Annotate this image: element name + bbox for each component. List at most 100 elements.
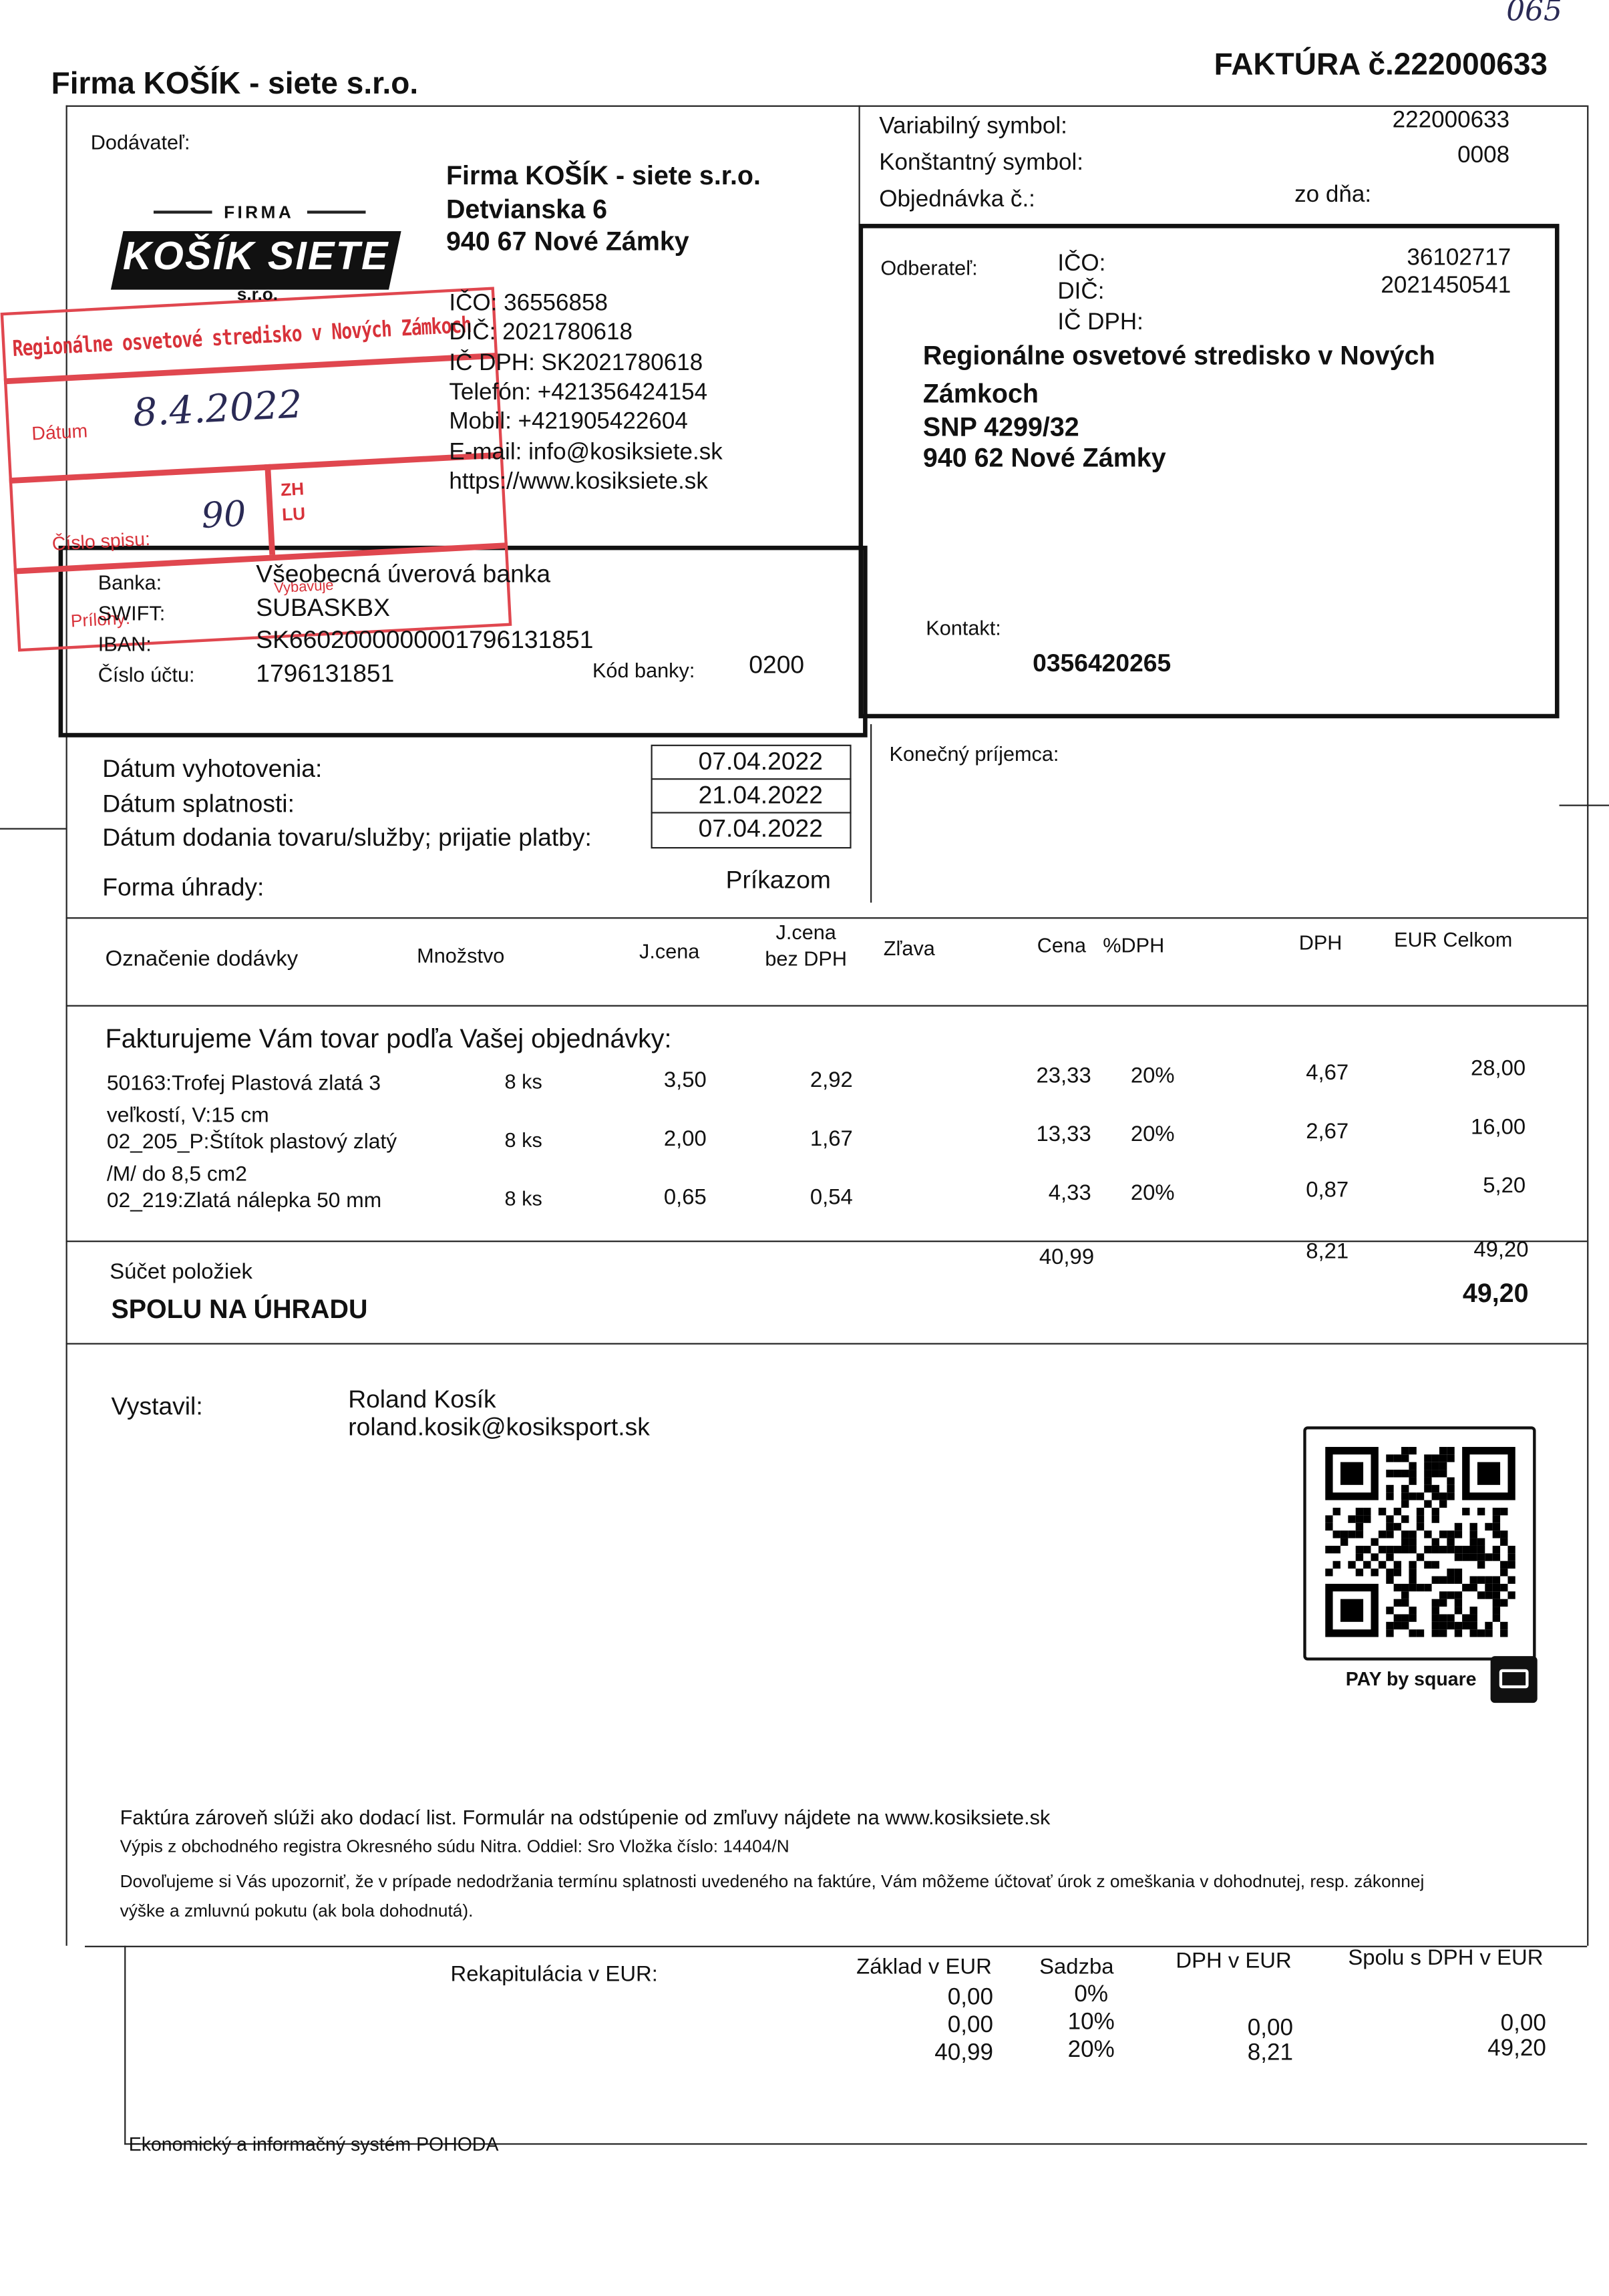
- qr-module: [1492, 1583, 1501, 1592]
- qr-module: [1492, 1553, 1501, 1561]
- qr-module: [1424, 1561, 1432, 1569]
- qr-module: [1393, 1470, 1402, 1478]
- qr-module: [1401, 1599, 1409, 1607]
- qr-module: [1462, 1508, 1470, 1516]
- qr-module: [1500, 1508, 1508, 1516]
- recap-rows-vat: 0,00: [1247, 2015, 1293, 2040]
- supplier-logo: KOŠÍK SIETE: [122, 234, 389, 279]
- items-rows-unit-price: 0,65: [663, 1184, 707, 1210]
- qr-module: [1363, 1508, 1371, 1516]
- qr-module: [1378, 1561, 1387, 1569]
- items-rows-base: 4,33: [1048, 1180, 1091, 1206]
- qr-module: [1447, 1614, 1455, 1622]
- qr-module: [1469, 1522, 1477, 1531]
- rule: [1559, 804, 1609, 806]
- qr-module: [1462, 1553, 1470, 1561]
- customer-ico: 36102717: [1407, 245, 1511, 271]
- symbols-rows-value: 0008: [1457, 143, 1510, 168]
- qr-module: [1431, 1515, 1439, 1523]
- qr-module: [1424, 1530, 1432, 1538]
- qr-module: [1355, 1522, 1364, 1531]
- rule: [65, 1343, 1588, 1345]
- qr-module: [1500, 1583, 1508, 1592]
- qr-module: [1439, 1446, 1447, 1455]
- qr-module: [1492, 1576, 1501, 1584]
- qr-module: [1401, 1515, 1409, 1523]
- stamp-codes: ZH: [280, 478, 305, 500]
- rule: [651, 778, 852, 780]
- dates-rows-value: 07.04.2022: [698, 748, 823, 776]
- qr-module: [1409, 1569, 1417, 1577]
- dates-rows-label: Dátum dodania tovaru/služby; prijatie pl…: [102, 823, 592, 852]
- items-rows-name: 02_219:Zlatá nálepka 50 mm: [106, 1189, 382, 1213]
- qr-module: [1332, 1508, 1340, 1516]
- customer-name: Zámkoch: [922, 379, 1039, 409]
- qr-module: [1477, 1538, 1485, 1546]
- qr-module: [1401, 1614, 1409, 1622]
- items-rows-quantity: 8 ks: [504, 1069, 542, 1093]
- qr-module: [1386, 1522, 1394, 1531]
- qr-module: [1454, 1607, 1463, 1615]
- qr-module: [1431, 1599, 1439, 1607]
- qr-module: [1439, 1629, 1447, 1637]
- bank-code: 0200: [749, 651, 805, 679]
- qr-module: [1409, 1462, 1417, 1470]
- qr-module: [1431, 1492, 1439, 1500]
- recap-rows-base: 0,00: [947, 1985, 994, 2011]
- qr-module: [1363, 1515, 1371, 1523]
- qr-module: [1409, 1614, 1417, 1622]
- qr-module: [1386, 1470, 1394, 1478]
- qr-module: [1431, 1538, 1439, 1546]
- qr-code: [1325, 1446, 1515, 1637]
- supplier-city: 940 67 Nové Zámky: [445, 226, 689, 257]
- items-rows-vat: 4,67: [1306, 1060, 1349, 1086]
- qr-module: [1454, 1621, 1463, 1630]
- bank-rows-label: Banka:: [98, 570, 162, 595]
- system: Ekonomický a informačný systém POHODA: [128, 2133, 499, 2155]
- qr-module: [1340, 1538, 1349, 1546]
- supplier-name: Firma KOŠÍK - siete s.r.o.: [445, 160, 761, 190]
- bank-box: [58, 545, 868, 737]
- qr-module: [1439, 1470, 1447, 1478]
- qr-module: [1492, 1599, 1501, 1607]
- qr-module: [1401, 1500, 1409, 1508]
- qr-module: [1401, 1545, 1409, 1554]
- qr-caption: PAY by square: [1345, 1667, 1477, 1690]
- qr-module: [1469, 1629, 1477, 1637]
- qr-module: [1454, 1599, 1463, 1607]
- qr-module: [1401, 1591, 1409, 1599]
- qr-module: [1477, 1553, 1485, 1561]
- customer-dic-label: DIČ:: [1057, 279, 1105, 305]
- symbols-rows-label: Variabilný symbol:: [879, 114, 1067, 140]
- notes: výške a zmluvnú pokutu (ak bola dohodnut…: [120, 1900, 474, 1921]
- items-columns: DPH: [1298, 930, 1343, 954]
- qr-module: [1409, 1629, 1417, 1637]
- qr-module: [1439, 1462, 1447, 1470]
- qr-module: [1431, 1576, 1439, 1584]
- qr-module: [1447, 1530, 1455, 1538]
- qr-module: [1371, 1538, 1379, 1546]
- items-columns: Označenie dodávky: [105, 946, 299, 972]
- qr-module: [1431, 1484, 1439, 1493]
- qr-module: [1507, 1561, 1515, 1569]
- qr-module: [1469, 1621, 1477, 1630]
- qr-module: [1416, 1515, 1425, 1523]
- qr-module: [1454, 1576, 1463, 1584]
- qr-module: [1371, 1553, 1379, 1561]
- qr-module: [1386, 1492, 1394, 1500]
- card-icon: [1490, 1656, 1538, 1703]
- qr-module: [1332, 1530, 1340, 1538]
- qr-module: [1469, 1607, 1477, 1615]
- qr-module: [1454, 1530, 1463, 1538]
- qr-module: [1431, 1462, 1439, 1470]
- issuer-email: roland.kosik@kosiksport.sk: [348, 1413, 650, 1442]
- qr-module: [1492, 1545, 1501, 1554]
- qr-module: [1477, 1545, 1485, 1554]
- bank-rows-label: Číslo účtu:: [98, 663, 195, 687]
- qr-module: [1325, 1545, 1333, 1554]
- stamp-file-number: 90: [200, 493, 248, 537]
- qr-module: [1401, 1470, 1409, 1478]
- qr-module: [1332, 1561, 1340, 1569]
- qr-module: [1431, 1561, 1439, 1569]
- rule: [1587, 105, 1589, 1946]
